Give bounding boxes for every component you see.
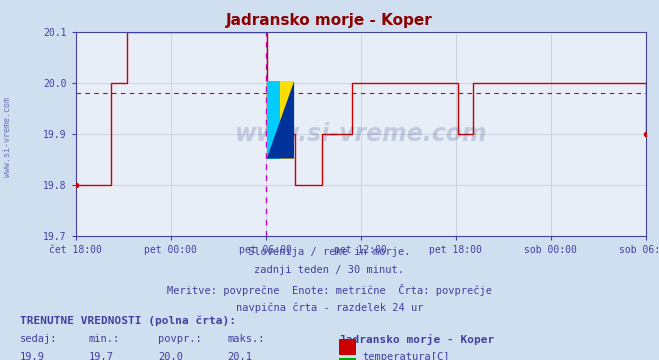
- Text: navpična črta - razdelek 24 ur: navpična črta - razdelek 24 ur: [236, 303, 423, 313]
- Text: maks.:: maks.:: [227, 334, 265, 344]
- Text: 19,9: 19,9: [20, 352, 45, 360]
- Text: Slovenija / reke in morje.: Slovenija / reke in morje.: [248, 247, 411, 257]
- Bar: [267, 81, 281, 158]
- Text: 20,1: 20,1: [227, 352, 252, 360]
- Text: 19,7: 19,7: [89, 352, 114, 360]
- Text: www.si-vreme.com: www.si-vreme.com: [235, 122, 487, 146]
- Polygon shape: [267, 81, 294, 158]
- Text: TRENUTNE VREDNOSTI (polna črta):: TRENUTNE VREDNOSTI (polna črta):: [20, 315, 236, 325]
- Text: Meritve: povprečne  Enote: metrične  Črta: povprečje: Meritve: povprečne Enote: metrične Črta:…: [167, 284, 492, 296]
- Text: Jadransko morje - Koper: Jadransko morje - Koper: [226, 13, 433, 28]
- Text: temperatura[C]: temperatura[C]: [362, 352, 450, 360]
- Text: 20,0: 20,0: [158, 352, 183, 360]
- Text: www.si-vreme.com: www.si-vreme.com: [3, 97, 13, 177]
- Text: povpr.:: povpr.:: [158, 334, 202, 344]
- Bar: [267, 81, 294, 158]
- Text: zadnji teden / 30 minut.: zadnji teden / 30 minut.: [254, 265, 405, 275]
- Text: Jadransko morje - Koper: Jadransko morje - Koper: [339, 334, 495, 345]
- Text: sedaj:: sedaj:: [20, 334, 57, 344]
- Text: min.:: min.:: [89, 334, 120, 344]
